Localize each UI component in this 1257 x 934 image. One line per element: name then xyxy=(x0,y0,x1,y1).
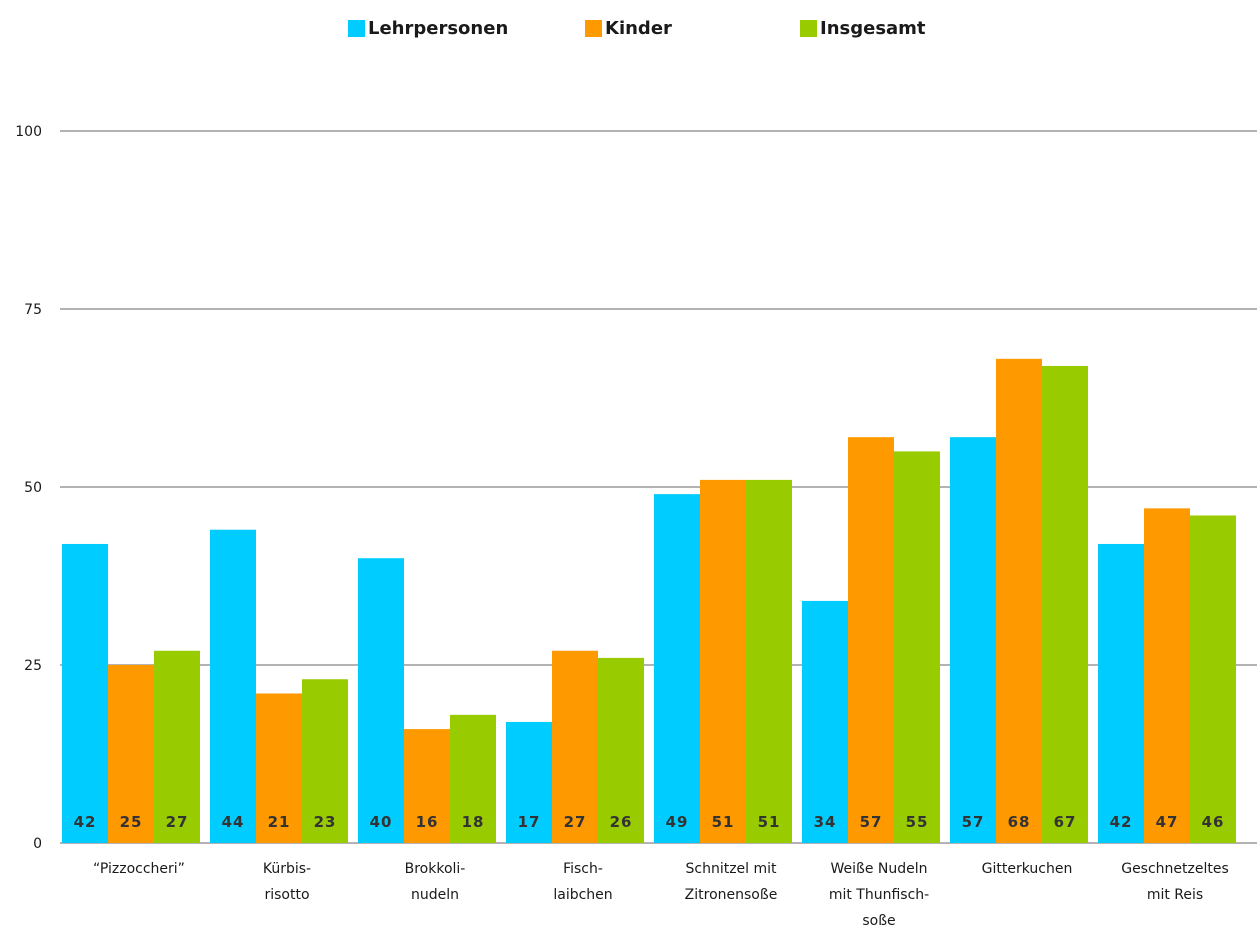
legend-swatch-lehrpersonen xyxy=(348,19,365,37)
data-label-kinder-1: 21 xyxy=(268,813,291,831)
data-label-lehrpersonen-3: 17 xyxy=(518,813,541,831)
x-tick-label-4: Schnitzel mit Zitronensoße xyxy=(685,861,778,903)
y-tick-label-100: 100 xyxy=(15,124,42,140)
data-label-kinder-2: 16 xyxy=(416,813,439,831)
data-label-lehrpersonen-2: 40 xyxy=(370,813,393,831)
bar-insgesamt-4 xyxy=(746,479,792,843)
legend-label-kinder: Kinder xyxy=(605,17,672,39)
bar-kinder-4 xyxy=(700,479,746,843)
data-label-insgesamt-3: 26 xyxy=(610,813,633,831)
x-tick-label-4-line-1: Zitronensoße xyxy=(685,887,778,903)
data-label-lehrpersonen-5: 34 xyxy=(814,813,837,831)
bar-insgesamt-2 xyxy=(450,714,496,843)
y-tick-label-25: 25 xyxy=(24,658,42,674)
bar-lehrpersonen-5 xyxy=(802,600,848,843)
bar-insgesamt-7 xyxy=(1190,515,1236,843)
data-label-lehrpersonen-0: 42 xyxy=(74,813,97,831)
data-label-lehrpersonen-4: 49 xyxy=(666,813,689,831)
data-label-lehrpersonen-7: 42 xyxy=(1110,813,1133,831)
data-label-insgesamt-0: 27 xyxy=(166,813,189,831)
bar-lehrpersonen-4 xyxy=(654,494,700,843)
data-label-kinder-3: 27 xyxy=(564,813,587,831)
x-tick-label-7: Geschnetzeltes mit Reis xyxy=(1121,861,1229,903)
bar-kinder-6 xyxy=(996,358,1042,843)
bar-lehrpersonen-1 xyxy=(210,529,256,843)
x-tick-label-2-line-0: Brokkoli- xyxy=(405,861,466,877)
legend: Lehrpersonen Kinder Insgesamt xyxy=(0,14,1257,44)
data-label-insgesamt-7: 46 xyxy=(1202,813,1225,831)
y-tick-label-75: 75 xyxy=(24,302,42,318)
x-tick-label-2-line-1: nudeln xyxy=(411,887,459,903)
bar-lehrpersonen-7 xyxy=(1098,543,1144,843)
x-tick-label-1-line-0: Kürbis- xyxy=(263,861,311,877)
bar-kinder-7 xyxy=(1144,508,1190,843)
bar-lehrpersonen-6 xyxy=(950,437,996,843)
x-tick-label-3: Fisch-laibchen xyxy=(553,861,612,903)
x-tick-label-5-line-0: Weiße Nudeln xyxy=(830,861,927,877)
data-label-lehrpersonen-1: 44 xyxy=(222,813,245,831)
data-label-lehrpersonen-6: 57 xyxy=(962,813,985,831)
x-tick-label-2: Brokkoli-nudeln xyxy=(405,861,466,903)
data-label-kinder-4: 51 xyxy=(712,813,735,831)
legend-label-insgesamt: Insgesamt xyxy=(820,17,926,39)
y-tick-label-0: 0 xyxy=(33,836,42,852)
x-tick-label-5: Weiße Nudeln mit Thunfisch-soße xyxy=(829,861,929,929)
data-label-insgesamt-5: 55 xyxy=(906,813,929,831)
bar-insgesamt-6 xyxy=(1042,365,1088,843)
x-tick-label-5-line-1: mit Thunfisch- xyxy=(829,887,929,903)
legend-label-lehrpersonen: Lehrpersonen xyxy=(368,17,509,39)
y-tick-label-50: 50 xyxy=(24,480,42,496)
bar-insgesamt-0 xyxy=(154,650,200,843)
x-tick-label-7-line-1: mit Reis xyxy=(1147,887,1203,903)
bar-kinder-2 xyxy=(404,729,450,843)
data-label-insgesamt-6: 67 xyxy=(1054,813,1077,831)
bar-kinder-3 xyxy=(552,650,598,843)
bar-insgesamt-5 xyxy=(894,451,940,843)
x-tick-label-3-line-0: Fisch- xyxy=(563,861,603,877)
bar-lehrpersonen-3 xyxy=(506,721,552,843)
bar-insgesamt-3 xyxy=(598,657,644,843)
x-tick-label-1: Kürbis-risotto xyxy=(263,861,311,903)
legend-item-lehrpersonen: Lehrpersonen xyxy=(348,14,508,42)
bar-kinder-1 xyxy=(256,693,302,843)
x-tick-label-0: “Pizzoccheri” xyxy=(93,861,185,877)
bar-lehrpersonen-2 xyxy=(358,558,404,843)
x-tick-label-4-line-0: Schnitzel mit xyxy=(685,861,777,877)
x-tick-label-6-line-0: Gitterkuchen xyxy=(982,861,1073,877)
bar-lehrpersonen-0 xyxy=(62,543,108,843)
legend-item-insgesamt: Insgesamt xyxy=(800,14,926,42)
legend-swatch-insgesamt xyxy=(800,19,817,37)
bar-kinder-5 xyxy=(848,437,894,843)
x-tick-label-1-line-1: risotto xyxy=(264,887,309,903)
x-tick-label-5-line-2: soße xyxy=(862,913,895,929)
data-label-kinder-6: 68 xyxy=(1008,813,1031,831)
legend-item-kinder: Kinder xyxy=(585,14,672,42)
legend-swatch-kinder xyxy=(585,19,602,37)
x-tick-label-7-line-0: Geschnetzeltes xyxy=(1121,861,1229,877)
x-tick-label-3-line-1: laibchen xyxy=(553,887,612,903)
data-label-insgesamt-1: 23 xyxy=(314,813,337,831)
data-label-kinder-5: 57 xyxy=(860,813,883,831)
data-label-insgesamt-2: 18 xyxy=(462,813,485,831)
data-label-insgesamt-4: 51 xyxy=(758,813,781,831)
x-tick-label-6: Gitterkuchen xyxy=(982,861,1073,877)
x-tick-label-0-line-0: “Pizzoccheri” xyxy=(93,861,185,877)
data-label-kinder-7: 47 xyxy=(1156,813,1179,831)
data-label-kinder-0: 25 xyxy=(120,813,143,831)
bar-kinder-0 xyxy=(108,665,154,843)
bar-insgesamt-1 xyxy=(302,679,348,843)
